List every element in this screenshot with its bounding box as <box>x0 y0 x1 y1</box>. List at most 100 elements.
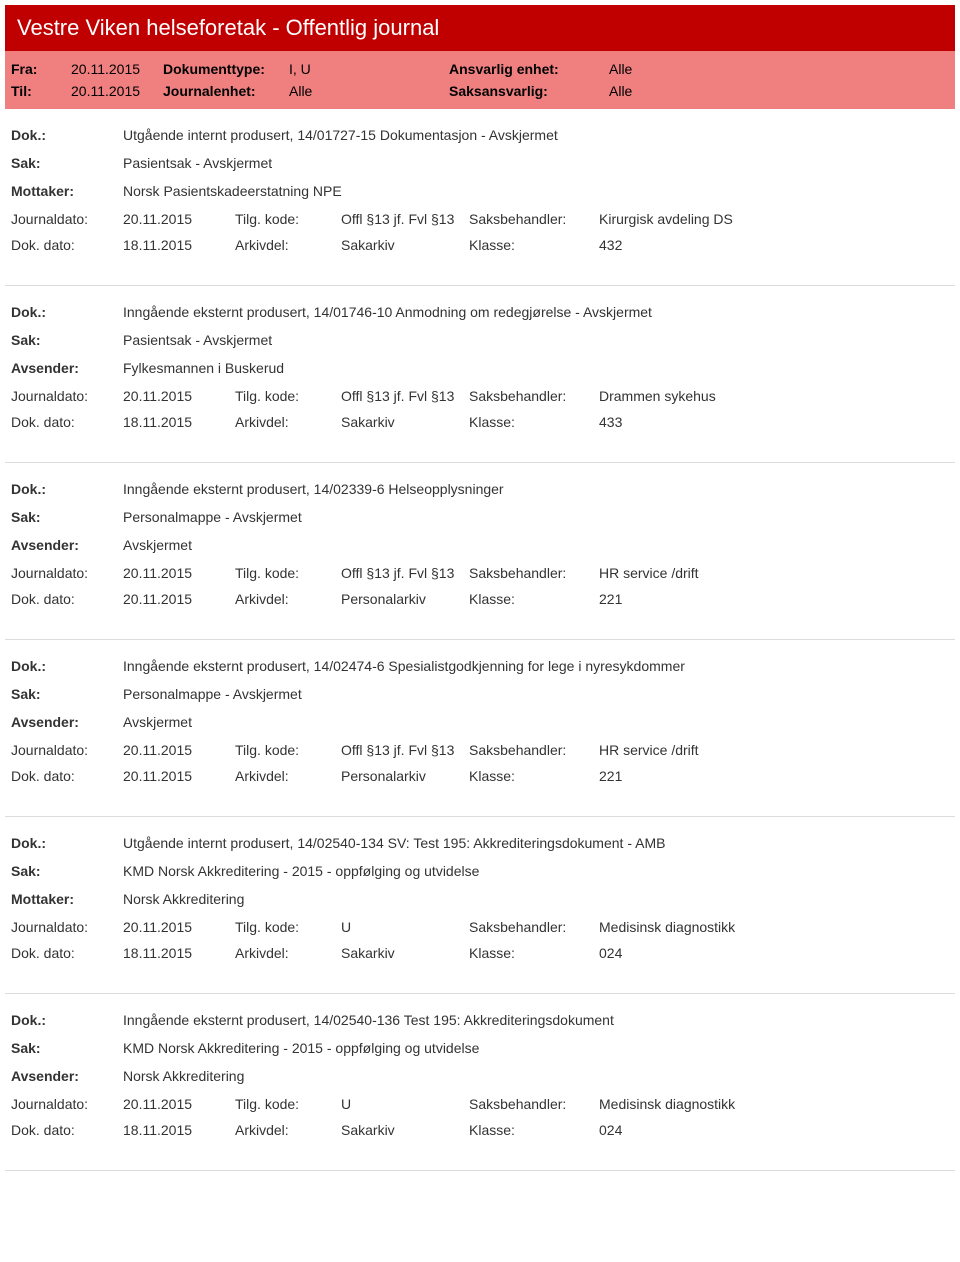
dokdato-label: Dok. dato: <box>11 768 123 784</box>
records-container: Dok.: Utgående internt produsert, 14/0172… <box>5 109 955 1171</box>
filter-doktype-label: Dokumenttype: <box>163 61 289 77</box>
saksbehandler-label: Saksbehandler: <box>469 211 599 227</box>
dok-label: Dok.: <box>11 658 123 674</box>
sak-value: KMD Norsk Akkreditering - 2015 - oppfølg… <box>123 1040 949 1056</box>
tilgkode-label: Tilg. kode: <box>235 211 341 227</box>
klasse-value: 024 <box>599 1122 949 1138</box>
party-label: Avsender: <box>11 714 123 730</box>
journal-record: Dok.:Inngående eksternt produsert, 14/02… <box>5 463 955 640</box>
tilgkode-value: Offl §13 jf. Fvl §13 <box>341 565 469 581</box>
saksbehandler-label: Saksbehandler: <box>469 388 599 404</box>
filter-fra-value: 20.11.2015 <box>71 61 163 77</box>
arkivdel-label: Arkivdel: <box>235 768 341 784</box>
saksbehandler-label: Saksbehandler: <box>469 565 599 581</box>
sak-value: Personalmappe - Avskjermet <box>123 686 949 702</box>
filter-saksansvarlig-value: Alle <box>609 83 632 99</box>
dok-label: Dok.: <box>11 1012 123 1028</box>
klasse-value: 432 <box>599 237 949 253</box>
dokdato-value: 18.11.2015 <box>123 945 235 961</box>
dok-label: Dok.: <box>11 481 123 497</box>
journal-record: Dok.:Utgående internt produsert, 14/0172… <box>5 109 955 286</box>
arkivdel-label: Arkivdel: <box>235 237 341 253</box>
filter-row-2: Til: 20.11.2015 Journalenhet: Alle Saksa… <box>11 83 949 99</box>
dokdato-label: Dok. dato: <box>11 591 123 607</box>
journaldato-value: 20.11.2015 <box>123 565 235 581</box>
dok-value: Inngående eksternt produsert, 14/02474-6… <box>123 658 949 674</box>
klasse-label: Klasse: <box>469 237 599 253</box>
journaldato-value: 20.11.2015 <box>123 388 235 404</box>
saksbehandler-label: Saksbehandler: <box>469 742 599 758</box>
tilgkode-value: Offl §13 jf. Fvl §13 <box>341 742 469 758</box>
dok-value: Utgående internt produsert, 14/02540-134… <box>123 835 949 851</box>
sak-label: Sak: <box>11 332 123 348</box>
arkivdel-value: Sakarkiv <box>341 414 469 430</box>
filter-row-1: Fra: 20.11.2015 Dokumenttype: I, U Ansva… <box>11 61 949 77</box>
klasse-label: Klasse: <box>469 1122 599 1138</box>
journaldato-label: Journaldato: <box>11 211 123 227</box>
party-value: Norsk Pasientskadeerstatning NPE <box>123 183 949 199</box>
klasse-label: Klasse: <box>469 414 599 430</box>
arkivdel-label: Arkivdel: <box>235 414 341 430</box>
journaldato-value: 20.11.2015 <box>123 919 235 935</box>
arkivdel-value: Sakarkiv <box>341 1122 469 1138</box>
party-value: Norsk Akkreditering <box>123 1068 949 1084</box>
party-value: Norsk Akkreditering <box>123 891 949 907</box>
tilgkode-label: Tilg. kode: <box>235 565 341 581</box>
dokdato-label: Dok. dato: <box>11 237 123 253</box>
journal-record: Dok.:Inngående eksternt produsert, 14/02… <box>5 994 955 1171</box>
saksbehandler-value: Drammen sykehus <box>599 388 949 404</box>
klasse-value: 221 <box>599 768 949 784</box>
journal-record: Dok.:Utgående internt produsert, 14/0254… <box>5 817 955 994</box>
arkivdel-value: Personalarkiv <box>341 591 469 607</box>
dok-value: Inngående eksternt produsert, 14/02540-1… <box>123 1012 949 1028</box>
klasse-label: Klasse: <box>469 591 599 607</box>
dokdato-label: Dok. dato: <box>11 1122 123 1138</box>
filter-til-label: Til: <box>11 83 71 99</box>
party-value: Avskjermet <box>123 714 949 730</box>
journaldato-label: Journaldato: <box>11 388 123 404</box>
filter-journalenhet-value: Alle <box>289 83 449 99</box>
filter-doktype-value: I, U <box>289 61 449 77</box>
filter-ansvarlig-value: Alle <box>609 61 632 77</box>
journaldato-value: 20.11.2015 <box>123 742 235 758</box>
tilgkode-label: Tilg. kode: <box>235 742 341 758</box>
dok-value: Utgående internt produsert, 14/01727-15 … <box>123 127 949 143</box>
dok-label: Dok.: <box>11 835 123 851</box>
saksbehandler-value: Kirurgisk avdeling DS <box>599 211 949 227</box>
dokdato-value: 18.11.2015 <box>123 237 235 253</box>
dok-value: Inngående eksternt produsert, 14/02339-6… <box>123 481 949 497</box>
sak-label: Sak: <box>11 155 123 171</box>
arkivdel-label: Arkivdel: <box>235 945 341 961</box>
saksbehandler-label: Saksbehandler: <box>469 1096 599 1112</box>
party-label: Avsender: <box>11 537 123 553</box>
sak-label: Sak: <box>11 863 123 879</box>
sak-label: Sak: <box>11 1040 123 1056</box>
party-label: Avsender: <box>11 360 123 376</box>
arkivdel-value: Personalarkiv <box>341 768 469 784</box>
tilgkode-value: Offl §13 jf. Fvl §13 <box>341 388 469 404</box>
saksbehandler-value: Medisinsk diagnostikk <box>599 1096 949 1112</box>
dokdato-value: 18.11.2015 <box>123 1122 235 1138</box>
filter-journalenhet-label: Journalenhet: <box>163 83 289 99</box>
saksbehandler-value: Medisinsk diagnostikk <box>599 919 949 935</box>
tilgkode-value: U <box>341 919 469 935</box>
filter-saksansvarlig-label: Saksansvarlig: <box>449 83 609 99</box>
dokdato-value: 20.11.2015 <box>123 591 235 607</box>
klasse-label: Klasse: <box>469 768 599 784</box>
tilgkode-label: Tilg. kode: <box>235 388 341 404</box>
sak-label: Sak: <box>11 686 123 702</box>
tilgkode-value: Offl §13 jf. Fvl §13 <box>341 211 469 227</box>
page-root: Vestre Viken helseforetak - Offentlig jo… <box>0 0 960 1176</box>
party-label: Mottaker: <box>11 183 123 199</box>
dokdato-label: Dok. dato: <box>11 945 123 961</box>
sak-value: Personalmappe - Avskjermet <box>123 509 949 525</box>
dok-value: Inngående eksternt produsert, 14/01746-1… <box>123 304 949 320</box>
journal-record: Dok.:Inngående eksternt produsert, 14/01… <box>5 286 955 463</box>
filter-bar: Fra: 20.11.2015 Dokumenttype: I, U Ansva… <box>5 51 955 109</box>
filter-ansvarlig-label: Ansvarlig enhet: <box>449 61 609 77</box>
dokdato-value: 18.11.2015 <box>123 414 235 430</box>
klasse-value: 433 <box>599 414 949 430</box>
saksbehandler-value: HR service /drift <box>599 565 949 581</box>
klasse-value: 024 <box>599 945 949 961</box>
title-bar: Vestre Viken helseforetak - Offentlig jo… <box>5 5 955 51</box>
